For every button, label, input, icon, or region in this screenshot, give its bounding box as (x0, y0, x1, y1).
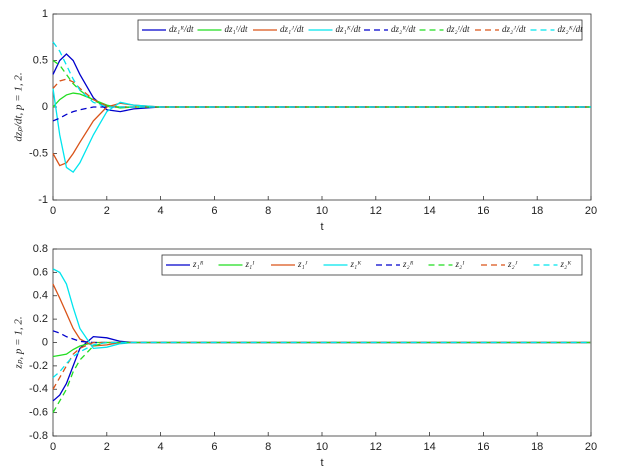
x-tick-label: 12 (370, 441, 382, 453)
legend-label: z₁ᴶ (297, 259, 308, 269)
y-axis-label: zₚ, p = 1, 2. (13, 316, 25, 369)
legend-box (161, 254, 583, 276)
x-tick-label: 18 (531, 205, 543, 217)
x-tick-label: 16 (477, 205, 489, 217)
x-tick-label: 10 (316, 205, 328, 217)
y-tick-label: -1 (38, 194, 48, 206)
y-tick-label: 0 (42, 336, 48, 348)
y-tick-label: -0.8 (29, 430, 48, 442)
legend-label: z₂ᴷ (560, 259, 573, 269)
x-tick-label: 6 (211, 205, 217, 217)
x-tick-label: 4 (158, 441, 164, 453)
legend-label: dz₁ᴷ/dt (336, 24, 362, 34)
legend-label: z₁ᴿ (192, 259, 204, 269)
y-tick-label: -0.2 (29, 360, 48, 372)
x-tick-label: 0 (50, 205, 56, 217)
x-tick-label: 4 (158, 205, 164, 217)
y-tick-label: -0.5 (29, 147, 48, 159)
legend: z₁ᴿ z₁ᴵ z₁ᴶ z₁ᴷ z₂ᴿ z₂ᴵ z₂ᴶ z₂ᴷ (161, 254, 583, 276)
series-line (52, 41, 591, 108)
legend-label: dz₁ᴵ/dt (225, 24, 248, 34)
y-tick-label: 0.4 (33, 290, 48, 302)
x-tick-label: 2 (104, 441, 110, 453)
series-line (52, 341, 591, 379)
legend-label: dz₁ᴶ/dt (280, 24, 304, 34)
legend-label: z₂ᴵ (455, 259, 466, 269)
series-line (52, 88, 591, 173)
y-tick-label: 1 (42, 8, 48, 20)
series-line (52, 59, 591, 108)
series-line (52, 53, 591, 113)
x-tick-label: 16 (477, 441, 489, 453)
x-tick-label: 18 (531, 441, 543, 453)
legend-box (137, 19, 583, 41)
legend-label: dz₂ᴿ/dt (391, 24, 416, 34)
legend-label: z₂ᴶ (507, 259, 518, 269)
y-tick-label: 0.6 (33, 266, 48, 278)
legend-label: dz₁ᴿ/dt (169, 24, 194, 34)
plot-area: 0 2 4 6 8 10 12 14 16 18 20 -1 -0.5 0 0.5 1 t dzₚ/dt, p =… (13, 8, 598, 233)
x-tick-label: 20 (585, 441, 597, 453)
legend-label: z₂ᴿ (402, 259, 414, 269)
legend-label: dz₂ᴶ/dt (502, 24, 526, 34)
y-tick-label: 0.8 (33, 243, 48, 255)
legend-label: dz₂ᴷ/dt (558, 24, 584, 34)
y-axis-label: dzₚ/dt, p = 1, 2. (13, 72, 25, 141)
legend: dz₁ᴿ/dt dz₁ᴵ/dt dz₁ᴶ/dt dz₁ᴷ/dt dz₂ᴿ/dt dz₂ᴵ/… (137, 19, 584, 41)
x-tick-label: 2 (104, 205, 110, 217)
x-axis-label: t (320, 221, 323, 233)
y-tick-label: 0.2 (33, 313, 48, 325)
y-tick-label: 0.5 (33, 54, 48, 66)
x-tick-label: 14 (423, 205, 435, 217)
x-tick-label: 8 (265, 205, 271, 217)
x-tick-label: 14 (423, 441, 435, 453)
series-line (52, 341, 591, 413)
legend-label: z₁ᴵ (245, 259, 256, 269)
y-tick-label: -0.4 (29, 383, 48, 395)
plot-area: 0 2 4 6 8 10 12 14 16 18 20 -0.8 -0.6 -0.4 -0.2 0 0.2 0.4… (13, 243, 598, 469)
x-tick-label: 6 (211, 441, 217, 453)
y-tick-label: -0.6 (29, 407, 48, 419)
y-tick-label: 0 (42, 101, 48, 113)
x-tick-label: 12 (370, 205, 382, 217)
x-axis-label: t (320, 457, 323, 469)
x-tick-label: 10 (316, 441, 328, 453)
legend-label: dz₂ᴵ/dt (447, 24, 470, 34)
legend-label: z₁ᴷ (350, 259, 363, 269)
x-tick-label: 0 (50, 441, 56, 453)
x-tick-label: 8 (265, 441, 271, 453)
x-tick-label: 20 (585, 205, 597, 217)
